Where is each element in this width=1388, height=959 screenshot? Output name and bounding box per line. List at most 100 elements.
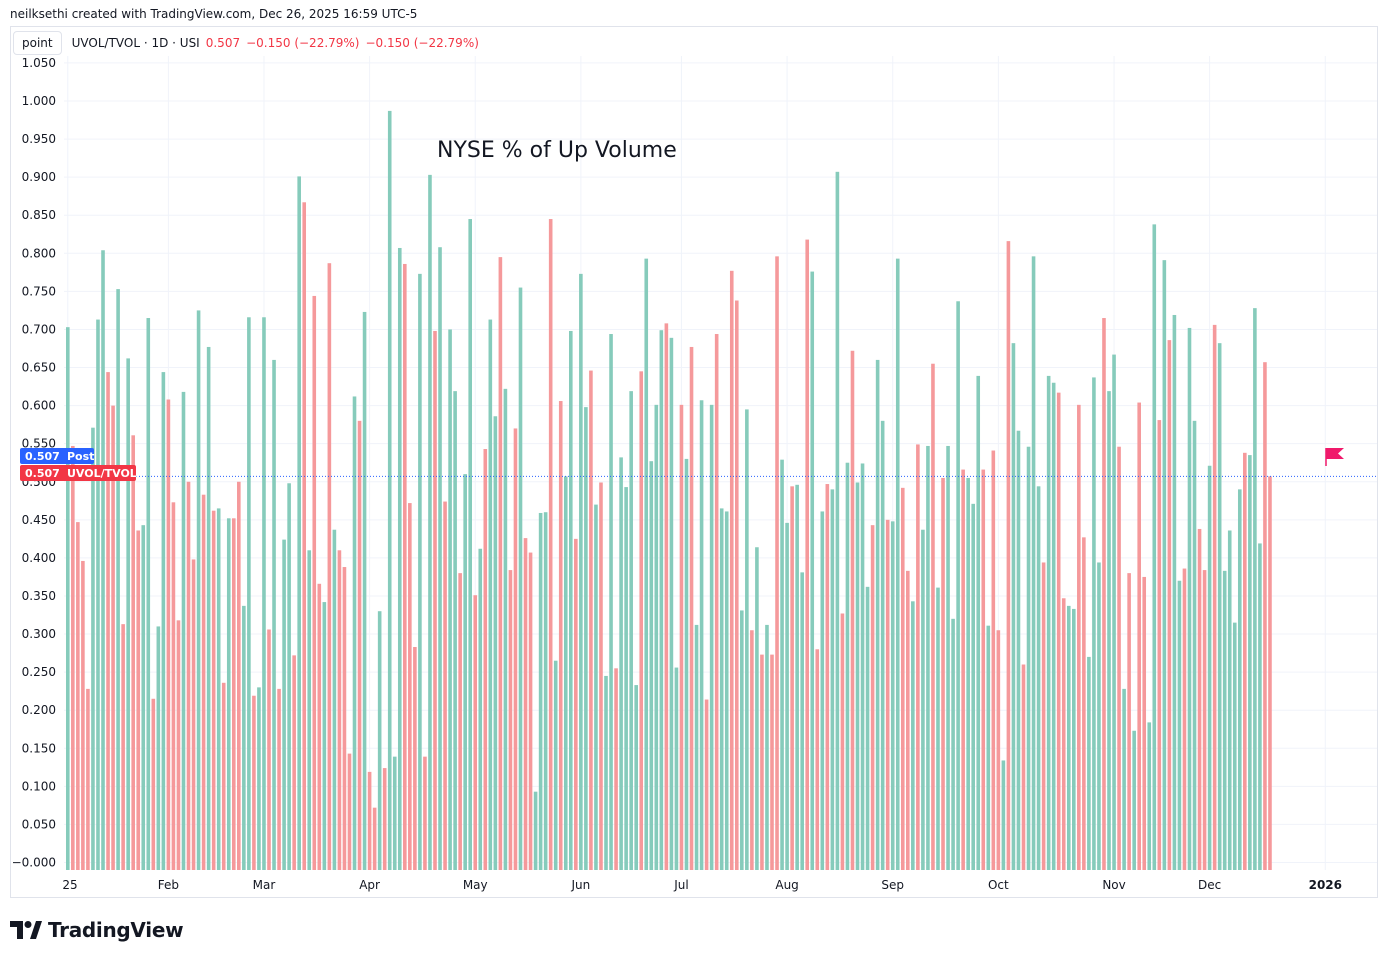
- bar: [196, 310, 201, 870]
- bar: [1051, 382, 1056, 870]
- bar: [267, 629, 271, 870]
- bar: [221, 682, 226, 870]
- bar: [875, 359, 880, 870]
- y-tick-label: 0.550: [22, 437, 56, 451]
- bar: [272, 359, 276, 870]
- bar: [1112, 354, 1116, 871]
- bar: [775, 256, 779, 871]
- bar: [226, 518, 231, 870]
- bar: [900, 487, 905, 870]
- y-tick-label: −0.000: [12, 856, 56, 870]
- bar: [654, 404, 659, 870]
- bar: [397, 247, 402, 871]
- bar: [493, 416, 498, 870]
- post-text: Post: [67, 450, 94, 463]
- main-price-label: 0.507 UVOL/TVOL: [20, 465, 137, 481]
- bar: [639, 371, 644, 870]
- bar: [136, 530, 141, 870]
- bar: [1066, 605, 1071, 870]
- bar: [991, 450, 996, 870]
- bar-chart[interactable]: −0.000 0.050 0.100 0.150 0.200 0.250 0.300 0.35…: [0, 0, 1388, 900]
- bar: [287, 483, 291, 870]
- bar: [981, 469, 986, 870]
- bar: [755, 547, 759, 870]
- bar: [483, 449, 488, 870]
- y-tick-label: 1.050: [22, 56, 56, 70]
- x-tick-label: 2026: [1309, 878, 1342, 892]
- bar: [1031, 256, 1036, 871]
- bar: [815, 649, 820, 870]
- bar: [579, 273, 583, 870]
- bar: [96, 319, 100, 870]
- bar: [865, 586, 870, 870]
- symbol-label[interactable]: UVOL/TVOL · 1D · USI: [71, 36, 200, 50]
- bar: [1092, 377, 1096, 870]
- bar: [1232, 622, 1237, 870]
- chart-pane[interactable]: [10, 26, 1378, 898]
- bar: [1036, 486, 1041, 870]
- bar: [473, 595, 478, 870]
- x-axis[interactable]: 25 Feb Mar Apr May Jun Jul Aug Sep Oct Nov Dec 2026: [62, 878, 1342, 892]
- bar: [257, 687, 261, 870]
- bar: [1117, 446, 1121, 870]
- y-tick-label: 0.700: [22, 322, 56, 336]
- bar: [810, 271, 815, 871]
- bar: [317, 583, 322, 870]
- bar: [604, 675, 608, 870]
- bar: [941, 477, 945, 870]
- bar: [458, 573, 462, 870]
- y-tick-label: 1.000: [22, 94, 56, 108]
- bar: [523, 538, 528, 870]
- bar: [126, 358, 130, 870]
- bar: [951, 618, 955, 870]
- x-tick-label: Aug: [775, 878, 798, 892]
- tradingview-logo[interactable]: TradingView: [10, 918, 184, 942]
- bar: [166, 399, 171, 870]
- bar: [684, 458, 689, 870]
- bar: [563, 476, 568, 870]
- bar: [961, 469, 965, 870]
- tradingview-brand: TradingView: [48, 918, 184, 942]
- bar: [719, 508, 724, 870]
- x-tick-label: Nov: [1102, 878, 1125, 892]
- bar: [1132, 730, 1136, 870]
- bar: [282, 539, 286, 870]
- bar: [1147, 722, 1152, 870]
- bar: [1041, 562, 1046, 870]
- bar: [820, 511, 825, 870]
- bar: [1187, 327, 1192, 870]
- bar: [911, 601, 915, 870]
- bar: [614, 668, 618, 870]
- y-tick-label: 0.800: [22, 246, 56, 260]
- x-tick-label: Jun: [570, 878, 590, 892]
- bar: [926, 445, 930, 870]
- bar: [1102, 318, 1106, 870]
- y-tick-label: 0.150: [22, 741, 56, 755]
- bar: [840, 613, 845, 870]
- x-tick-label: 25: [62, 878, 77, 892]
- bar: [709, 404, 714, 870]
- bar: [418, 273, 422, 870]
- unit-badge[interactable]: point: [13, 31, 62, 55]
- bar: [916, 444, 920, 870]
- bar: [584, 407, 588, 870]
- bar: [689, 346, 694, 871]
- flag-icon[interactable]: [1325, 448, 1344, 466]
- bar: [1021, 664, 1026, 870]
- bar: [745, 409, 749, 870]
- y-tick-label: 0.600: [22, 399, 56, 413]
- change-value: −0.150 (−22.79%): [246, 36, 360, 50]
- bar: [357, 420, 362, 870]
- bar: [1122, 688, 1126, 870]
- bar: [1263, 362, 1267, 870]
- bar: [649, 461, 654, 870]
- bar: [795, 484, 799, 870]
- bar: [724, 511, 729, 870]
- bar: [694, 624, 699, 870]
- bar: [1026, 446, 1031, 870]
- bar: [1268, 476, 1272, 870]
- bar: [548, 219, 553, 870]
- bar: [931, 363, 935, 870]
- y-tick-label: 0.750: [22, 284, 56, 298]
- bar: [780, 459, 784, 870]
